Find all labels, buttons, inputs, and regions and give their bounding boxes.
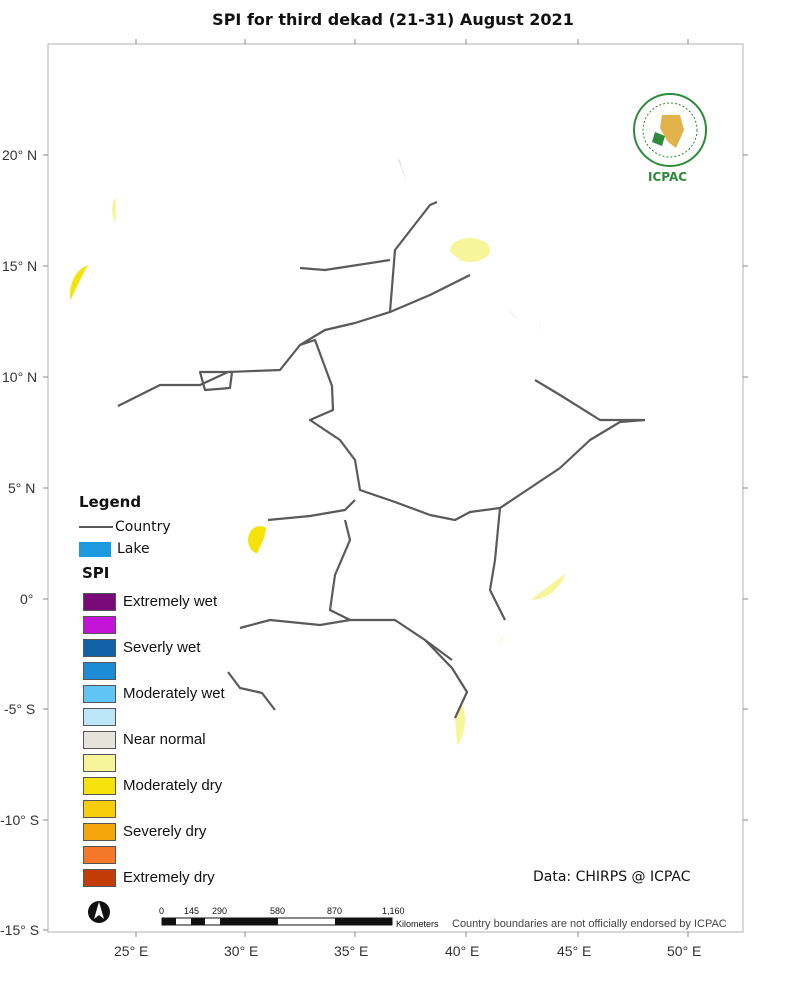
lat-tick-label: 15° N [2, 258, 37, 274]
spi-swatch-icon [83, 845, 116, 864]
spi-legend-row: Extremely dry [83, 866, 225, 889]
spi-legend-row: Near normal [83, 728, 225, 751]
country-boundaries [66, 87, 720, 857]
spi-swatch-icon [83, 638, 116, 657]
legend-lake-row: Lake [79, 541, 150, 557]
spi-legend-row [83, 843, 225, 866]
spi-swatch-icon [83, 707, 116, 726]
map-title: SPI for third dekad (21-31) August 2021 [212, 10, 574, 29]
spi-class-label: Extremely dry [123, 869, 215, 886]
lon-tick-label: 40° E [445, 943, 479, 959]
spi-swatch-icon [83, 822, 116, 841]
logo-text: ICPAC [648, 170, 688, 184]
scale-bar: 0 145 290 580 870 1,160 Kilometers [159, 906, 439, 929]
legend-lake-label: Lake [117, 541, 150, 557]
lat-tick-label: 20° N [2, 147, 37, 163]
country-line-icon [79, 526, 113, 528]
spi-swatch-icon [83, 730, 116, 749]
igad-logo-icon [633, 93, 707, 167]
lat-tick-label: -10° S [0, 812, 39, 828]
lat-tick-label: 10° N [2, 369, 37, 385]
spi-legend-row: Moderately wet [83, 682, 225, 705]
spi-legend-row [83, 705, 225, 728]
lat-tick-label: 5° N [8, 480, 35, 496]
data-credit: Data: CHIRPS @ ICPAC [533, 869, 691, 885]
spi-legend-row: Extremely wet [83, 590, 225, 613]
spi-class-label: Severly wet [123, 639, 201, 656]
legend-country-row: Country [79, 518, 171, 536]
spi-class-label: Near normal [123, 731, 206, 748]
scale-label: 290 [212, 906, 227, 916]
lon-tick-label: 45° E [557, 943, 591, 959]
spi-legend-row: Moderately dry [83, 774, 225, 797]
legend-country-label: Country [115, 519, 171, 535]
scale-label: 0 [159, 906, 164, 916]
scale-label: 580 [270, 906, 285, 916]
north-arrow-icon [88, 901, 110, 923]
spi-class-label: Extremely wet [123, 593, 218, 610]
lat-tick-label: -15° S [0, 922, 39, 938]
lake-swatch-icon [79, 541, 111, 557]
scale-label: 870 [327, 906, 342, 916]
spi-legend-row [83, 659, 225, 682]
lon-tick-label: 25° E [114, 943, 148, 959]
lon-tick-label: 50° E [667, 943, 701, 959]
spi-legend-row: Severly wet [83, 636, 225, 659]
spi-swatch-icon [83, 684, 116, 703]
lon-tick-label: 30° E [224, 943, 258, 959]
spi-swatch-icon [83, 615, 116, 634]
spi-legend-title: SPI [82, 564, 110, 582]
spi-legend-list: Extremely wet Severly wet Moderately wet Ne… [83, 590, 225, 889]
latitude-axis: 20° N 15° N 10° N 5° N 0° -5° S -10° S -… [0, 147, 748, 938]
spi-swatch-icon [83, 661, 116, 680]
spi-class-label: Moderately dry [123, 777, 223, 794]
lon-tick-label: 35° E [334, 943, 368, 959]
spi-legend-row [83, 613, 225, 636]
spi-swatch-icon [83, 753, 116, 772]
lat-tick-label: 0° [20, 591, 33, 607]
spi-class-label: Severely dry [123, 823, 207, 840]
scale-label: 1,160 [382, 906, 405, 916]
spi-legend-row: Severely dry [83, 820, 225, 843]
spi-swatch-icon [83, 868, 116, 887]
legend-title: Legend [79, 493, 142, 511]
spi-class-label: Moderately wet [123, 685, 225, 702]
spi-swatch-icon [83, 592, 116, 611]
scale-label: 145 [184, 906, 199, 916]
scale-unit: Kilometers [396, 919, 439, 929]
longitude-axis: 25° E 30° E 35° E 40° E 45° E 50° E [114, 39, 701, 959]
lat-tick-label: -5° S [4, 701, 35, 717]
spi-legend-row [83, 797, 225, 820]
disclaimer: Country boundaries are not officially en… [452, 918, 727, 930]
spi-legend-row [83, 751, 225, 774]
spi-swatch-icon [83, 799, 116, 818]
spi-swatch-icon [83, 776, 116, 795]
